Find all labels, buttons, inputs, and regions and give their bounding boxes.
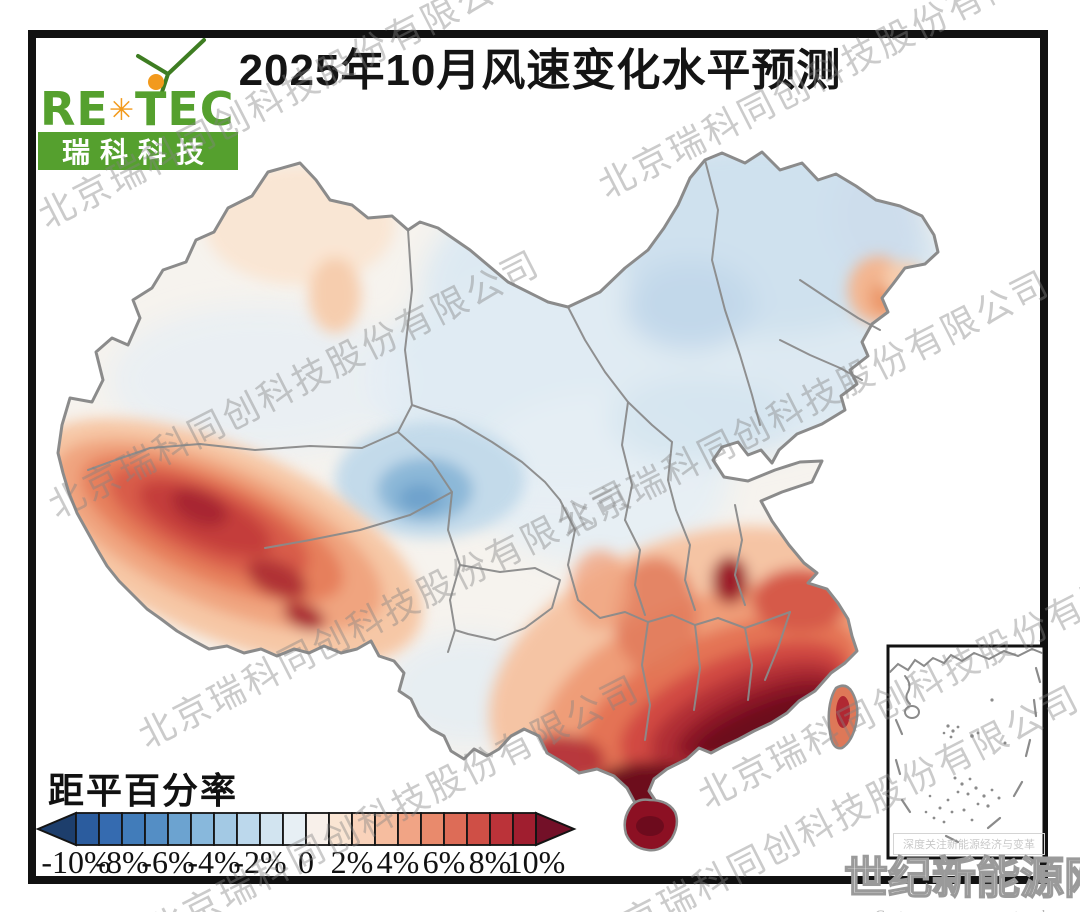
site-watermark: 世纪新能源网 Century new energy network [843,842,1080,912]
colorbar-tick: 10% [506,844,566,880]
colorbar-tick: -8% [95,844,149,880]
colorbar-label: 距平百分率 [48,770,239,811]
colorbar [36,811,577,847]
logo-star-icon: ✳ [108,93,135,129]
colorbar-tick: -2% [233,844,287,880]
colorbar-tick: -6% [141,844,195,880]
retec-logo: RE✳TEC 瑞科科技 [38,36,248,170]
logo-subtitle: 瑞科科技 [38,132,238,170]
colorbar-tick: -10% [41,844,111,880]
wind-turbine-icon [136,38,206,94]
colorbar-tick: 0 [298,844,314,880]
page-title: 2025年10月风速变化水平预测 [238,46,842,95]
taiwan-core [836,696,850,728]
site-watermark-en: Century new energy network [844,908,1080,912]
inset-caption: 深度关注新能源经济与变革 [893,833,1045,855]
negative-anomaly-qinghai [335,422,525,538]
province-borders [87,159,881,741]
colorbar-ticks: -10% -8% -6% -4% -2% 0 2% 4% 6% 8% 10% [36,844,596,880]
nine-dash-line [894,666,1042,844]
colorbar-tick: -4% [187,844,241,880]
island-dots [924,698,1007,824]
colorbar-tick: 6% [422,844,466,880]
hainan-core [636,816,664,836]
colorbar-tick: 8% [468,844,512,880]
south-china-sea-inset [886,644,1046,860]
china-outline [56,150,940,815]
colorbar-tick: 4% [376,844,420,880]
sun-icon [148,74,164,90]
positive-anomaly-northwest [58,418,423,665]
logo-brand-text: RE✳TEC [40,82,235,136]
colorbar-tick: 2% [330,844,374,880]
site-watermark-cn: 世纪新能源网 [843,853,1080,904]
